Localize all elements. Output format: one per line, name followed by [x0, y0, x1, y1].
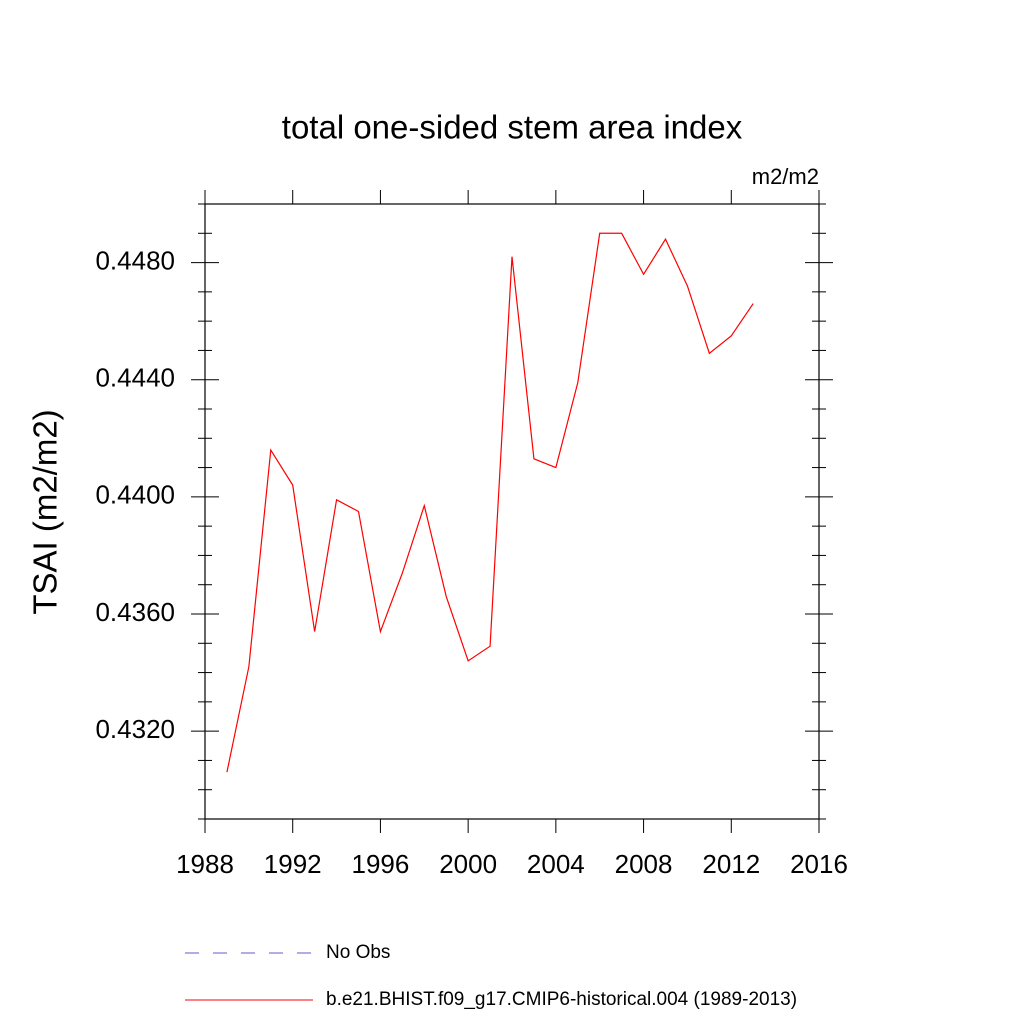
x-tick-label: 1996	[352, 849, 410, 879]
y-tick-label: 0.4360	[95, 597, 175, 627]
x-tick-label: 2004	[527, 849, 585, 879]
y-tick-label: 0.4400	[95, 480, 175, 510]
units-label: m2/m2	[752, 164, 819, 189]
x-tick-label: 2016	[790, 849, 848, 879]
y-axis-label: TSAI (m2/m2)	[27, 409, 64, 614]
x-tick-label: 2000	[439, 849, 497, 879]
data-line	[226, 232, 754, 773]
x-tick-label: 1992	[264, 849, 322, 879]
x-tick-label: 2008	[615, 849, 673, 879]
plot-frame	[204, 203, 820, 820]
legend-label: b.e21.BHIST.f09_g17.CMIP6-historical.004…	[326, 989, 797, 1010]
chart-title: total one-sided stem area index	[282, 109, 743, 146]
y-tick-label: 0.4440	[95, 363, 175, 393]
x-tick-label: 2012	[702, 849, 760, 879]
y-tick-label: 0.4320	[95, 714, 175, 744]
y-tick-label: 0.4480	[95, 245, 175, 275]
legend-label: No Obs	[326, 942, 390, 963]
x-tick-label: 1988	[176, 849, 234, 879]
